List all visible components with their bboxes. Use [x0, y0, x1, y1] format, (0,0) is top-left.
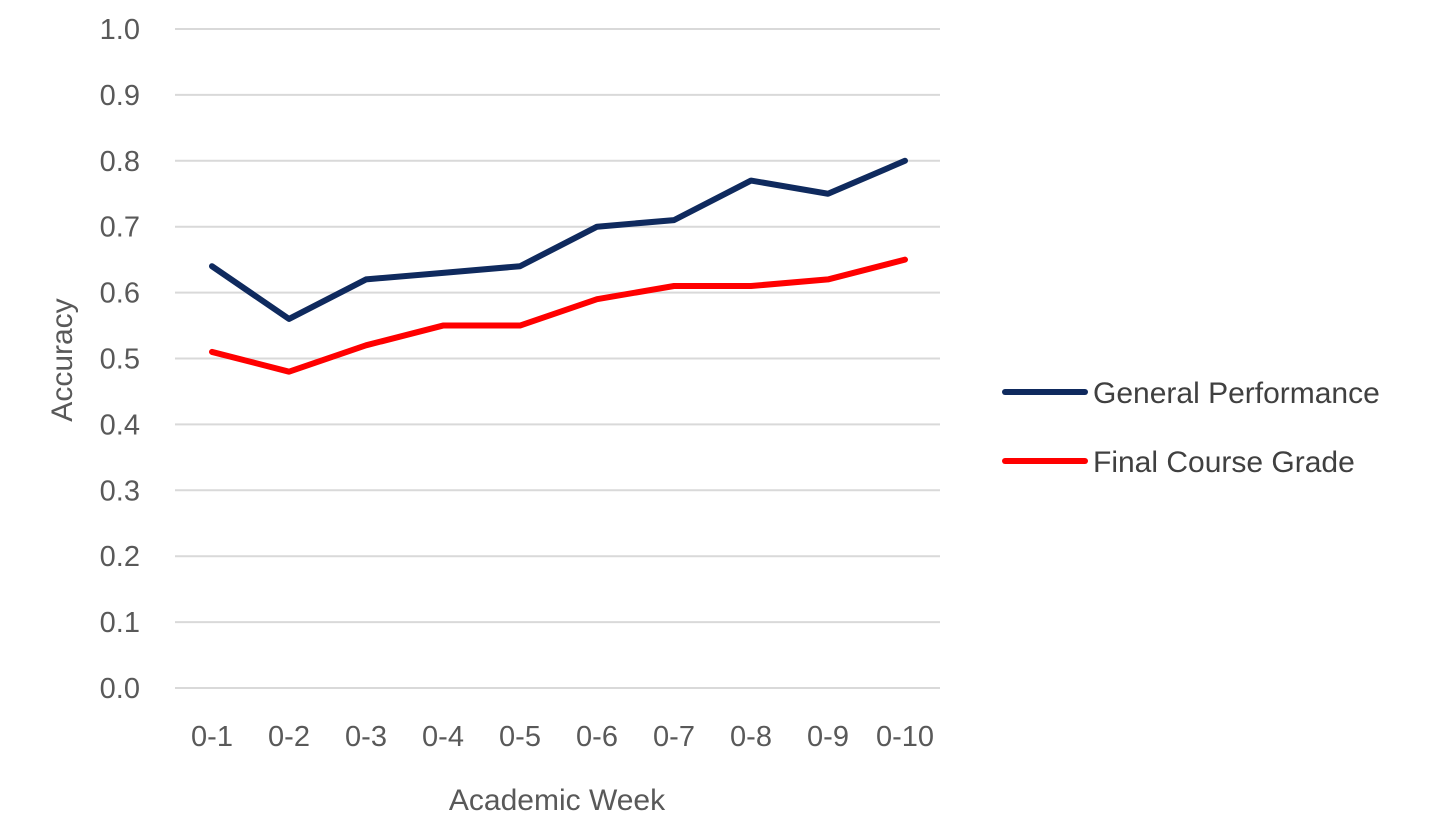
x-tick-label: 0-6: [576, 721, 618, 753]
gridlines: [175, 28, 940, 689]
x-axis-title: Academic Week: [449, 784, 666, 817]
x-tick-label: 0-3: [345, 721, 387, 753]
y-tick-label: 0.2: [100, 541, 140, 573]
y-tick-label: 0.7: [100, 212, 140, 244]
y-axis-ticks: 0.0 0.1 0.2 0.3 0.4 0.5 0.6 0.7 0.8 0.9 1.0: [100, 14, 140, 705]
series-line-final-course-grade: [209, 256, 908, 375]
legend: General Performance Final Course Grade: [1002, 377, 1380, 479]
y-tick-label: 0.4: [100, 409, 140, 441]
y-tick-label: 0.8: [100, 146, 140, 178]
x-tick-label: 0-2: [268, 721, 310, 753]
x-axis-ticks: 0-1 0-2 0-3 0-4 0-5 0-6 0-7 0-8 0-9 0-10: [191, 721, 934, 753]
y-tick-label: 0.5: [100, 344, 140, 376]
series-line-general-performance: [209, 157, 908, 322]
series-lines: [209, 157, 908, 375]
x-tick-label: 0-5: [499, 721, 541, 753]
y-tick-label: 0.0: [100, 673, 140, 705]
y-tick-label: 0.9: [100, 80, 140, 112]
y-tick-label: 1.0: [100, 14, 140, 46]
x-tick-label: 0-7: [653, 721, 695, 753]
x-tick-label: 0-9: [807, 721, 849, 753]
y-axis-title: Accuracy: [46, 298, 79, 421]
x-tick-label: 0-8: [730, 721, 772, 753]
x-tick-label: 0-1: [191, 721, 233, 753]
y-tick-label: 0.1: [100, 607, 140, 639]
x-tick-label: 0-4: [422, 721, 464, 753]
x-tick-label: 0-10: [876, 721, 934, 753]
y-tick-label: 0.3: [100, 475, 140, 507]
legend-label: Final Course Grade: [1093, 446, 1355, 479]
legend-label: General Performance: [1093, 377, 1380, 410]
y-tick-label: 0.6: [100, 278, 140, 310]
